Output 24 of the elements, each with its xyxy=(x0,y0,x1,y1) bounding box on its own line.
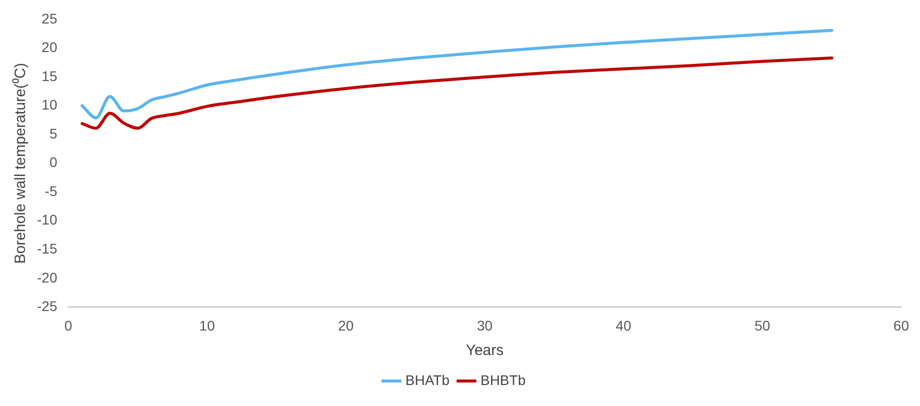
line-series xyxy=(80,56,834,130)
y-tick-label: 25 xyxy=(42,10,58,26)
y-tick-label: -20 xyxy=(37,269,58,286)
x-tick-label: 60 xyxy=(893,317,910,334)
x-axis-title: Years xyxy=(466,342,504,360)
x-tick-label: 40 xyxy=(616,317,632,334)
y-tick-label: -15 xyxy=(37,240,58,256)
y-tick-label: 15 xyxy=(42,68,58,84)
legend-label: BHATb xyxy=(405,372,450,388)
y-tick-label: 0 xyxy=(49,154,58,170)
legend-label: BHBTb xyxy=(480,372,526,388)
y-axis-title: Borehole wall temperature(⁰C) xyxy=(12,62,30,264)
y-tick-label: 20 xyxy=(42,39,58,56)
y-tick-label: -5 xyxy=(44,182,58,199)
x-tick-label: 10 xyxy=(199,317,216,334)
y-tick-label: 5 xyxy=(49,125,58,142)
x-tick-label: 20 xyxy=(338,317,354,334)
line-series xyxy=(80,28,834,120)
x-tick-label: 30 xyxy=(476,317,493,334)
x-tick-label: 50 xyxy=(754,317,770,334)
x-tick-label: 0 xyxy=(64,317,72,334)
y-tick-label: 10 xyxy=(42,96,58,113)
y-tick-label: -25 xyxy=(37,298,58,314)
y-tick-label: -10 xyxy=(37,212,58,228)
